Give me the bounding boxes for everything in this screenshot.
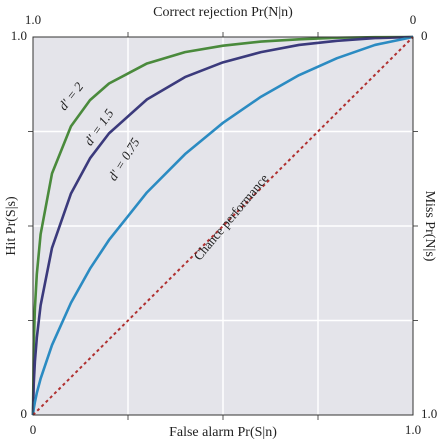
y2-tick-label: 1.0 <box>421 406 437 421</box>
y-tick-label: 0 <box>21 406 28 421</box>
y-tick-label: 1.0 <box>11 28 27 43</box>
series-line <box>31 35 414 416</box>
x2-tick-label: 1.0 <box>25 12 41 27</box>
y-axis-label: Hit Pr(S|s) <box>4 196 19 256</box>
series-line <box>31 35 414 416</box>
y2-tick-label: 0 <box>421 28 428 43</box>
x2-tick-label: 0 <box>410 12 417 27</box>
x2-axis-label: Correct rejection Pr(N|n) <box>153 5 293 20</box>
x-axis-label: False alarm Pr(S|n) <box>169 425 277 440</box>
plot-border <box>32 36 414 416</box>
x-tick-label: 0 <box>30 422 37 437</box>
series-line <box>31 35 414 416</box>
x-tick-label: 1.0 <box>405 422 421 437</box>
y2-axis-label: Miss Pr(N|s) <box>422 191 437 262</box>
